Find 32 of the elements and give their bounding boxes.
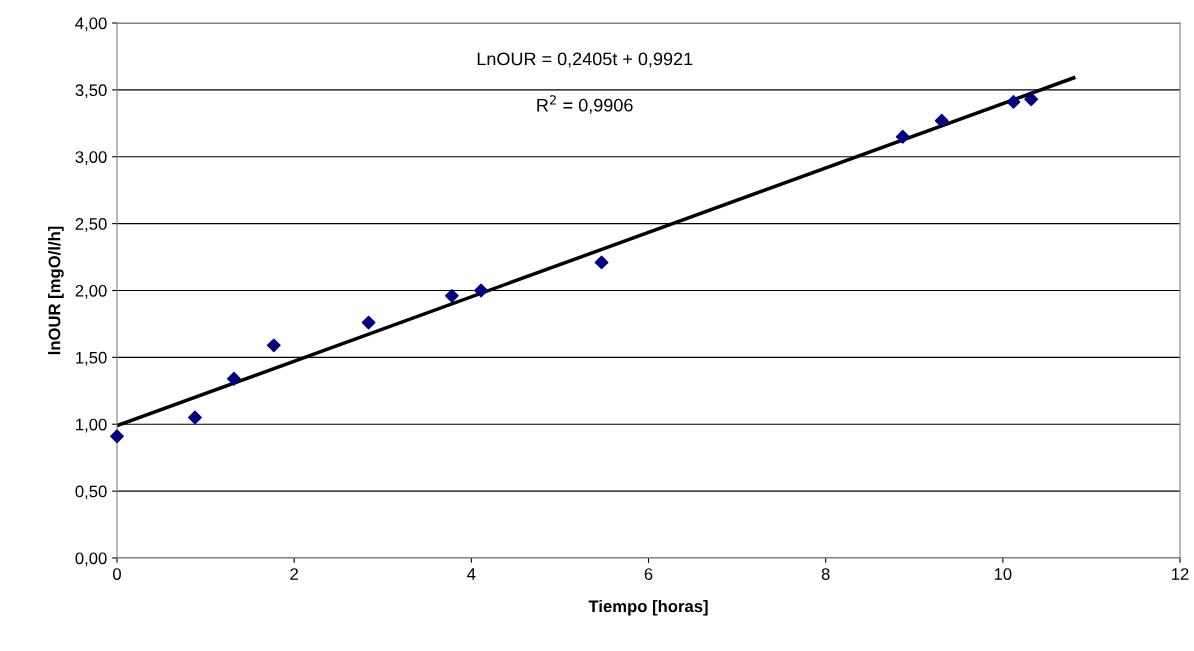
x-tick-label: 8 <box>821 568 830 580</box>
point <box>266 338 281 353</box>
point <box>474 283 488 298</box>
y-axis-title: lnOUR [mgO/l/h] <box>48 226 64 355</box>
point <box>934 113 949 128</box>
point <box>1024 92 1039 107</box>
point <box>361 315 376 330</box>
y-tick-label: 3,00 <box>75 151 107 165</box>
point <box>1006 95 1021 109</box>
x-axis-title: Tiempo [horas] <box>588 599 708 616</box>
y-tick-label: 3,50 <box>75 84 107 99</box>
point <box>110 429 124 444</box>
y-tick-label: 1,00 <box>76 418 107 433</box>
y-tick-label: 2,00 <box>75 284 107 299</box>
x-tick-label: 0 <box>113 568 121 580</box>
x-tick-label: 10 <box>994 568 1012 580</box>
y-tick-label: 4,00 <box>75 17 107 32</box>
point <box>227 371 241 386</box>
x-tick-label: 4 <box>467 568 476 580</box>
point <box>444 288 459 303</box>
annotation: R$^{2}$ = 0,9906 <box>537 95 633 114</box>
y-tick-label: 0,50 <box>75 485 107 500</box>
y-tick-label: 1,50 <box>76 351 107 366</box>
point <box>895 129 910 144</box>
y-tick-label: 2,50 <box>75 218 107 232</box>
x-tick-label: 12 <box>1172 568 1189 580</box>
point <box>188 410 202 425</box>
x-tick-label: 6 <box>644 568 653 580</box>
y-tick-label: 0,00 <box>75 552 107 567</box>
x-tick-label: 2 <box>290 568 298 580</box>
annotation: LnOUR = 0,2405t + 0,9921 <box>477 52 693 68</box>
point <box>594 255 609 270</box>
